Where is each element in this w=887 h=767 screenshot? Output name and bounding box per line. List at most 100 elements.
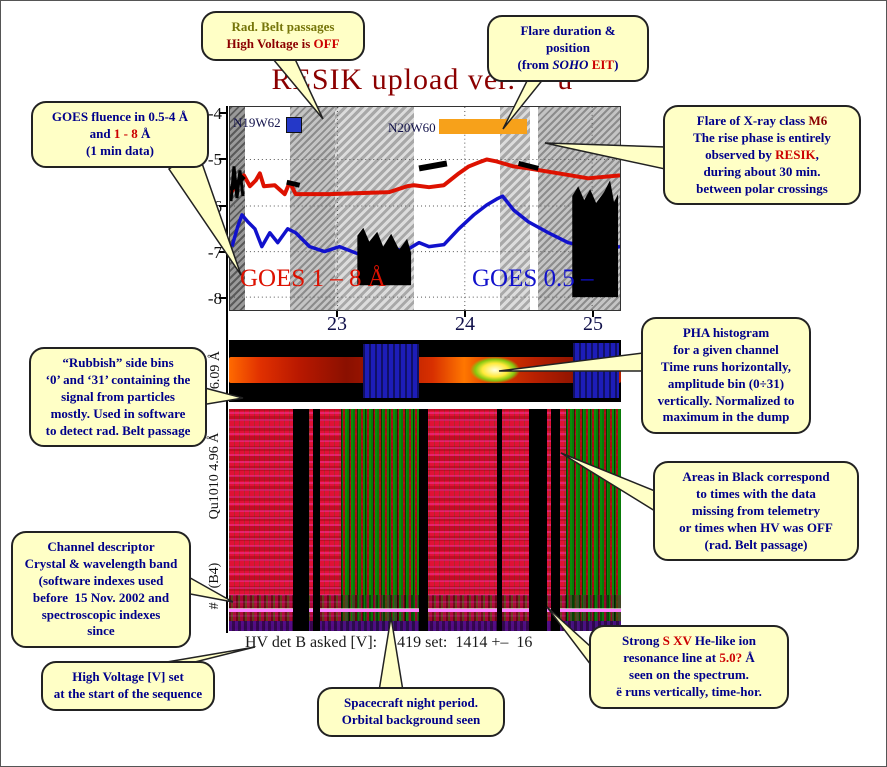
flare-position-label-1: N19W62: [233, 115, 281, 130]
callout-text: Flare of X-ray class: [696, 113, 809, 128]
y-tick-mark: [219, 158, 226, 160]
callout-line: to times with the data: [696, 485, 816, 501]
callout-spacecraft-night: Spacecraft night period. Orbital backgro…: [317, 687, 505, 737]
callout-text: S XV: [662, 633, 692, 648]
callout-text: ): [614, 56, 619, 72]
data-gap-black-bar: [551, 409, 560, 631]
callout-text: ,: [815, 146, 819, 162]
callout-high-voltage-set: High Voltage [V] set at the start of the…: [41, 661, 215, 711]
callout-line: Strong S XV He-like ion: [599, 633, 779, 650]
callout-rad-belt-passages: Rad. Belt passages High Voltage is OFF: [201, 11, 365, 61]
data-gap-black-bar: [419, 409, 428, 631]
x-tick-label: 23: [327, 313, 347, 335]
callout-pha-histogram: PHA histogram for a given channel Time r…: [641, 317, 811, 435]
callout-text: Å: [742, 649, 755, 665]
callout-line: Areas in Black correspond: [682, 469, 830, 484]
callout-line: Flare duration & position: [520, 23, 619, 55]
callout-text: EIT: [591, 56, 615, 72]
callout-line: vertically. Normalized to: [657, 392, 795, 408]
hv-status-line: HV det B asked [V]: 1419 set: 1414 +– 16: [245, 634, 533, 651]
callout-line: since: [87, 623, 115, 639]
callout-line: seen on the spectrum.: [629, 666, 749, 682]
callout-channel-descriptor: Channel descriptor Crystal & wavelength …: [11, 531, 191, 649]
goes-1-8-series-label: GOES 1 – 8 Å: [240, 265, 386, 292]
callout-text: resonance line at: [623, 649, 720, 665]
y-tick-label: -8: [207, 289, 222, 308]
callout-line: PHA histogram: [682, 325, 770, 340]
y-tick-label: -7: [207, 243, 222, 262]
flare-position-label-2: N20W60: [388, 120, 436, 135]
goes-1-8-curve: [230, 157, 620, 197]
callout-line: between polar crossings: [696, 180, 828, 196]
callout-line: The rise phase is entirely: [693, 129, 831, 145]
flare-hotspot: [463, 353, 527, 387]
callout-flare-duration: Flare duration & position (from SOHO EIT…: [487, 15, 649, 82]
callout-text: and: [89, 125, 114, 141]
callout-text: Å: [137, 125, 151, 141]
x-tick-label: 24: [455, 313, 475, 335]
callout-line: before 15 Nov. 2002 and: [32, 589, 170, 605]
goes-05-4-series-label: GOES 0.5 –: [472, 265, 594, 292]
rad-belt-band: [500, 107, 530, 310]
callout-line: High Voltage is OFF: [211, 36, 355, 53]
callout-text: M6: [808, 113, 828, 128]
callout-flare-m6: Flare of X-ray class M6 The rise phase i…: [663, 105, 861, 206]
callout-line: (rad. Belt passage): [704, 536, 808, 552]
x-tick-label: 25: [583, 313, 603, 335]
callout-line: (1 min data): [86, 142, 154, 158]
main-channel-label: Qu1010 4.96 Å: [207, 432, 222, 520]
callout-line: for a given channel: [673, 341, 779, 357]
eit-flare-marker: [286, 117, 302, 133]
callout-line: spectroscopic indexes: [41, 606, 161, 622]
pha-blue-block: [573, 343, 619, 398]
callout-rubbish-bins: “Rubbish” side bins ‘0’ and ‘31’ contain…: [29, 347, 207, 448]
callout-line: resonance line at 5.0? Å: [599, 650, 779, 667]
main-spectrogram: [229, 409, 621, 631]
callout-line: Spacecraft night period.: [344, 695, 478, 710]
callout-line: ‘0’ and ‘31’ containing the: [45, 371, 191, 387]
y-tick-label: -4: [207, 104, 222, 123]
callout-sxv-line: Strong S XV He-like ion resonance line a…: [589, 625, 789, 709]
goes-xray-plot: N19W62 N20W60 GOES 1 – 8 Å GOES 0.5 –: [229, 106, 621, 311]
flare-duration-bar: [439, 119, 527, 134]
callout-line: Orbital background seen: [341, 711, 481, 727]
x-tick-mark: [592, 311, 594, 317]
callout-line: (software indexes used: [38, 572, 164, 588]
data-gap-black-bar: [529, 409, 547, 631]
callout-text: High Voltage is: [226, 35, 314, 51]
grid-lines: [230, 107, 620, 310]
callout-text: SOHO: [552, 56, 589, 72]
callout-text: RESIK: [775, 146, 816, 162]
y-tick-mark: [219, 205, 226, 207]
callout-line: High Voltage [V] set: [72, 669, 184, 684]
callout-areas-in-black: Areas in Black correspond to times with …: [653, 461, 859, 562]
y-tick-mark: [219, 297, 226, 299]
callout-text: OFF: [313, 35, 340, 51]
callout-line: ë runs vertically, time-hor.: [616, 683, 762, 699]
y-tick-mark: [219, 112, 226, 114]
callout-line: Time runs horizontally,: [660, 358, 792, 374]
y-axis-line: [226, 106, 228, 633]
strip-wavelength-label: 6.09 Å: [208, 350, 223, 390]
pha-amplitude-band: [229, 357, 621, 383]
callout-line: at the start of the sequence: [53, 685, 203, 701]
y-tick-label: -6: [207, 197, 222, 216]
callout-text: Strong: [622, 633, 663, 648]
callout-line: (from SOHO EIT): [497, 57, 639, 74]
callout-text: (from: [517, 56, 553, 72]
x-tick-mark: [336, 311, 338, 317]
callout-line: Channel descriptor: [47, 539, 155, 554]
callout-line: during about 30 min.: [703, 163, 821, 179]
callout-text: He-like ion: [691, 633, 756, 648]
callout-text: 1 - 8: [113, 125, 138, 141]
pha-spectrogram-strip: [229, 340, 621, 402]
callout-text: observed by: [705, 146, 776, 162]
night-period-green-stripes: [566, 409, 621, 631]
callout-line: or times when HV was OFF: [679, 519, 833, 535]
callout-line: Rad. Belt passages: [231, 19, 335, 34]
pha-blue-block: [363, 344, 419, 398]
callout-line: and 1 - 8 Å: [41, 126, 199, 143]
data-gap-black-bar: [497, 409, 502, 631]
main-channel-number-label: # 1 (B4): [207, 562, 222, 610]
